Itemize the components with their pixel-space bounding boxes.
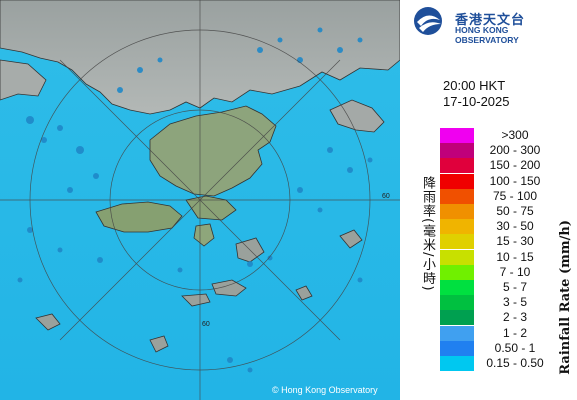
legend-swatch	[440, 280, 474, 295]
legend-label: 50 - 75	[496, 204, 534, 218]
rain-echoes	[17, 27, 373, 373]
legend-label: 75 - 100	[492, 188, 538, 203]
hong-kong-territory	[149, 105, 277, 197]
legend-label: 100 - 150	[489, 173, 541, 188]
legend-swatch	[440, 249, 474, 265]
legend-label: >300	[501, 128, 529, 142]
island	[295, 285, 313, 301]
legend-swatch	[440, 295, 474, 311]
legend-label: 3 - 5	[502, 295, 527, 310]
island	[181, 293, 211, 307]
legend-swatch	[440, 143, 474, 159]
hk-island	[185, 195, 237, 221]
range-label: 60	[382, 193, 390, 200]
legend-title-english: Rainfall Rate (mm/h)	[558, 220, 573, 375]
lantau-island	[95, 201, 183, 233]
legend-panel	[400, 0, 577, 400]
legend-swatch	[440, 356, 474, 371]
legend-label: 5 - 7	[502, 280, 527, 294]
legend-swatch	[440, 188, 474, 204]
legend-label: 2 - 3	[502, 310, 527, 325]
island	[35, 313, 61, 331]
legend-swatch	[440, 219, 474, 235]
legend-label: 150 - 200	[489, 158, 541, 173]
legend-swatch	[440, 234, 474, 250]
legend-title-chinese: 降雨率(毫米/小時)	[420, 176, 435, 292]
legend-label: 0.50 - 1	[494, 340, 536, 355]
legend-label: 30 - 50	[496, 219, 534, 234]
legend-swatch	[440, 325, 474, 341]
legend-swatch	[440, 340, 474, 356]
island	[339, 229, 363, 249]
legend-swatch	[440, 264, 474, 280]
island	[211, 279, 247, 297]
hko-logo-icon	[414, 7, 442, 35]
legend-label: 10 - 15	[496, 249, 534, 264]
copyright-text: © Hong Kong Observatory	[272, 385, 378, 395]
lamma-island	[193, 223, 215, 247]
legend-swatch	[440, 158, 474, 174]
legend-label: 1 - 2	[502, 325, 527, 340]
legend-label: 200 - 300	[489, 143, 541, 158]
hko-logo: 香港天文台 HONG KONG OBSERVATORY	[413, 6, 573, 45]
island	[149, 335, 169, 353]
range-rings	[0, 0, 400, 400]
radar-map: 60 60 © Hong Kong Observatory	[0, 0, 400, 400]
east-landmass	[329, 99, 385, 133]
observation-date: 17-10-2025	[443, 94, 510, 109]
legend-swatch	[440, 173, 474, 189]
legend-swatch	[440, 204, 474, 219]
west-landmass	[0, 59, 47, 101]
logo-english-text: HONG KONG OBSERVATORY	[455, 25, 519, 45]
legend-swatch	[440, 310, 474, 326]
legend-label: 7 - 10	[499, 264, 531, 279]
observation-time: 20:00 HKT	[443, 78, 506, 93]
logo-chinese-text: 香港天文台	[455, 13, 526, 28]
legend-label: 15 - 30	[496, 234, 534, 249]
legend-swatch	[440, 128, 474, 143]
legend-label: 0.15 - 0.50	[486, 356, 544, 370]
range-label: 60	[202, 321, 210, 328]
